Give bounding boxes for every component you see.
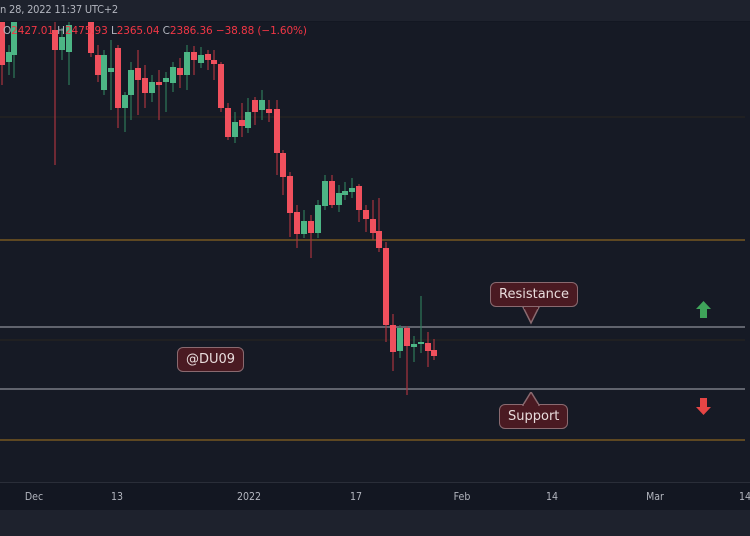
support-pointer-icon bbox=[522, 392, 540, 406]
candle-body bbox=[52, 30, 58, 50]
candle-body bbox=[156, 82, 162, 85]
bottom-panel bbox=[0, 510, 750, 536]
candle-body bbox=[59, 37, 65, 50]
candle-body bbox=[128, 70, 134, 95]
x-tick: 2022 bbox=[236, 491, 262, 503]
candle-body bbox=[205, 54, 211, 60]
resistance-label: Resistance bbox=[499, 287, 570, 302]
candle-body bbox=[315, 205, 321, 233]
candle-body bbox=[66, 25, 72, 52]
candle-body bbox=[274, 109, 280, 153]
candle-body bbox=[431, 350, 437, 356]
candle-body bbox=[198, 55, 204, 63]
x-tick: Dec bbox=[24, 491, 44, 503]
candle-body bbox=[425, 343, 431, 351]
candle-body bbox=[184, 52, 190, 75]
high-value: 2475.93 bbox=[64, 25, 108, 37]
candle-body bbox=[142, 78, 148, 93]
candle-body bbox=[404, 328, 410, 346]
close-value: 2386.36 bbox=[169, 25, 213, 37]
high-label: H bbox=[57, 25, 65, 37]
x-tick: Feb bbox=[453, 491, 471, 503]
x-tick: Mar bbox=[646, 491, 664, 503]
watermark-label: @DU09 bbox=[186, 352, 236, 367]
x-tick: 14 bbox=[545, 491, 559, 503]
candle-body bbox=[329, 181, 335, 205]
candle-body bbox=[101, 55, 107, 90]
datetime-label: n 28, 2022 11:37 UTC+2 bbox=[0, 3, 119, 16]
candle-body bbox=[376, 231, 382, 248]
candle-body bbox=[418, 342, 424, 344]
candle-body bbox=[6, 52, 12, 62]
candle-body bbox=[88, 22, 94, 53]
candle-body bbox=[11, 22, 17, 55]
resistance-callout: Resistance bbox=[490, 282, 579, 307]
up-arrow-icon bbox=[696, 301, 711, 318]
candle-body bbox=[135, 68, 141, 80]
candle-body bbox=[370, 219, 376, 233]
open-label: O bbox=[3, 25, 12, 37]
candle-body bbox=[259, 100, 265, 110]
resistance-pointer-icon bbox=[522, 307, 540, 325]
candle-body bbox=[232, 122, 238, 137]
candle-body bbox=[211, 60, 217, 64]
candle-body bbox=[239, 120, 245, 126]
candle-body bbox=[218, 64, 224, 108]
candle-body bbox=[95, 55, 101, 75]
candle-body bbox=[411, 344, 417, 347]
candle-body bbox=[294, 212, 300, 234]
close-label: C bbox=[162, 25, 170, 37]
ohlc-legend: O2427.01 H2475.93 L2365.04 C2386.36 −38.… bbox=[3, 25, 307, 37]
low-label: L bbox=[110, 25, 117, 37]
candle-body bbox=[245, 112, 251, 128]
candle-body bbox=[322, 181, 328, 206]
x-tick: 13 bbox=[110, 491, 124, 503]
candle-body bbox=[336, 193, 342, 205]
down-arrow-icon bbox=[696, 398, 711, 415]
candle-body bbox=[383, 248, 389, 325]
candle-body bbox=[397, 328, 403, 351]
candle-body bbox=[280, 153, 286, 177]
open-value: 2427.01 bbox=[11, 25, 54, 37]
candle-body bbox=[308, 221, 314, 233]
low-value: 2365.04 bbox=[116, 25, 160, 37]
candlestick-chart[interactable] bbox=[0, 22, 750, 482]
candle-body bbox=[225, 108, 231, 137]
candle-body bbox=[349, 188, 355, 192]
candle-body bbox=[266, 109, 272, 113]
candle-body bbox=[390, 325, 396, 352]
candle-body bbox=[342, 191, 348, 195]
candle-body bbox=[356, 186, 362, 210]
candle-body bbox=[149, 82, 155, 93]
candle-body bbox=[252, 100, 258, 112]
x-tick: 17 bbox=[349, 491, 363, 503]
watermark-callout: @DU09 bbox=[177, 347, 245, 372]
candle-body bbox=[301, 221, 307, 234]
candle-body bbox=[163, 78, 169, 82]
candle-body bbox=[122, 95, 128, 108]
support-label: Support bbox=[508, 409, 560, 424]
candle-body bbox=[115, 48, 121, 108]
candle-body bbox=[287, 176, 293, 213]
time-axis[interactable]: Dec 13 2022 17 Feb 14 Mar 14 bbox=[0, 482, 750, 510]
top-bar: n 28, 2022 11:37 UTC+2 bbox=[0, 0, 750, 22]
support-callout: Support bbox=[499, 404, 569, 429]
candle-body bbox=[177, 68, 183, 75]
candle-body bbox=[0, 22, 5, 65]
candle-body bbox=[191, 52, 197, 60]
candle-body bbox=[170, 67, 176, 83]
candle-body bbox=[108, 68, 114, 72]
change-value: −38.88 (−1.60%) bbox=[215, 25, 307, 37]
candle-body bbox=[363, 210, 369, 219]
x-tick: 14 bbox=[738, 491, 750, 503]
